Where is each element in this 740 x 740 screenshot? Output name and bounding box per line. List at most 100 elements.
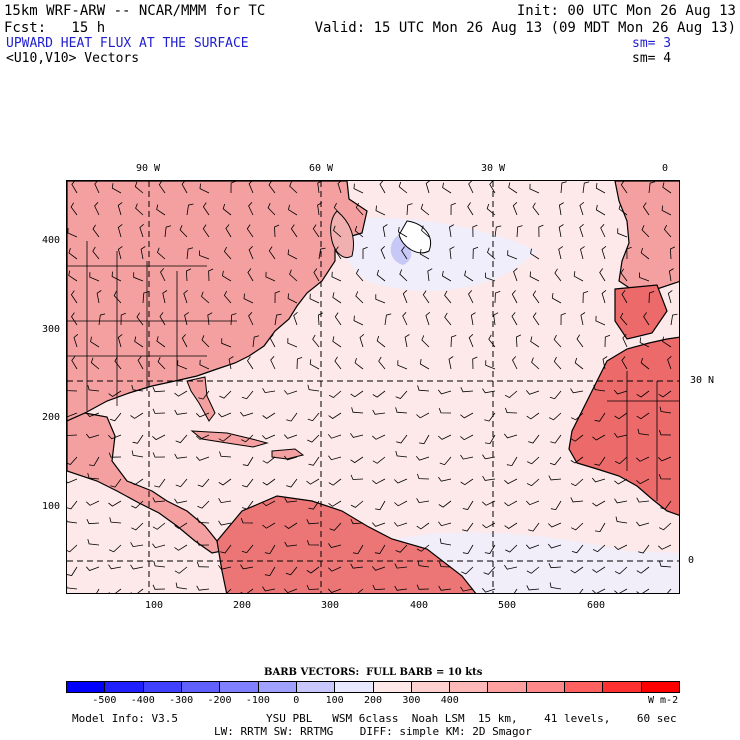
wind-barb (293, 311, 298, 326)
wind-barb (515, 334, 522, 348)
wind-barb (110, 478, 122, 488)
wind-barb (117, 246, 123, 260)
wind-barb (181, 334, 188, 348)
lat-label-eq: 0 (688, 555, 695, 566)
wind-barb (355, 202, 364, 216)
wind-barb (421, 225, 430, 238)
wind-barb (422, 290, 430, 304)
wind-barb (372, 584, 386, 591)
wind-barb (592, 566, 606, 573)
wind-barb (109, 544, 122, 553)
wind-barb (550, 500, 562, 511)
wind-barb (483, 566, 496, 575)
wind-barb (592, 500, 606, 507)
wind-barb (85, 412, 100, 417)
wind-barb (614, 456, 628, 465)
lon-label-0: 0 (662, 163, 669, 174)
wind-barb (241, 500, 254, 510)
wind-barb (462, 500, 474, 510)
wind-barb (241, 434, 254, 443)
wind-barb (131, 450, 144, 458)
wind-barb (398, 181, 408, 194)
wind-barb (622, 334, 628, 348)
iberia-land (614, 284, 668, 340)
wind-barb (160, 268, 166, 282)
wind-barb (531, 357, 540, 370)
wind-barb (109, 517, 122, 524)
wind-barb (574, 357, 584, 370)
wind-barb (416, 412, 430, 419)
wind-barb (134, 336, 144, 348)
wind-barb (131, 500, 144, 509)
x-tick-500: 500 (497, 600, 517, 611)
wind-barb (582, 181, 590, 194)
wind-barb (438, 521, 452, 527)
wind-barb (350, 500, 364, 508)
wind-barb (313, 268, 320, 282)
nova-scotia-land (330, 210, 354, 258)
wind-barb (512, 356, 518, 370)
wind-barb (401, 246, 408, 260)
wind-barb (576, 334, 584, 348)
wind-barb (417, 473, 430, 480)
wind-barb (242, 456, 254, 466)
newfoundland-land (398, 220, 431, 254)
wind-barb (350, 563, 364, 569)
wind-barb (307, 412, 320, 422)
wind-barb (332, 336, 342, 348)
wind-barb (333, 225, 342, 238)
colorbar-label: -200 (207, 695, 232, 706)
wind-barb (196, 540, 210, 546)
wind-barb (262, 500, 276, 507)
wind-barb (579, 201, 585, 216)
wind-barb (591, 477, 606, 483)
wind-barb (662, 336, 672, 348)
valid-time: Valid: 15 UTC Mon 26 Aug 13 (09 MDT Mon … (314, 20, 736, 36)
wind-barb (439, 561, 452, 568)
wind-barb (638, 544, 650, 554)
wind-barb (174, 566, 188, 574)
wind-barb (201, 335, 210, 348)
wind-barb (395, 407, 408, 414)
wind-barb (532, 290, 540, 304)
wind-barb (159, 312, 166, 326)
wind-barb (658, 390, 672, 398)
wind-barb (317, 202, 323, 216)
wind-barb (70, 290, 78, 304)
wind-barb (503, 433, 518, 439)
wind-barb (394, 500, 408, 507)
wind-barb (136, 312, 144, 326)
wind-barb (354, 357, 364, 370)
wind-barb (264, 566, 276, 577)
colorbar-box (258, 682, 297, 692)
wind-barb (444, 290, 452, 304)
wind-barb (108, 500, 122, 507)
wind-barb (199, 183, 210, 194)
wind-barb (659, 522, 672, 531)
wind-barb (350, 433, 364, 438)
colorbar (66, 681, 680, 693)
wind-barb (267, 203, 276, 216)
wind-barb (137, 356, 144, 370)
wind-barb (196, 585, 210, 591)
wind-barb (636, 566, 650, 574)
wind-barb (660, 500, 672, 510)
wind-barb (130, 588, 144, 593)
wind-barb (296, 357, 303, 370)
wind-barb (614, 566, 628, 575)
wind-barb (96, 290, 102, 304)
wind-barb (670, 313, 678, 326)
wind-barb (594, 456, 606, 466)
wind-barb (485, 360, 496, 370)
wind-barb (111, 271, 122, 282)
wind-barb (442, 182, 452, 194)
wind-barb (636, 588, 650, 593)
colorbar-box (565, 682, 604, 692)
wind-barb (527, 456, 540, 465)
wind-barb (362, 246, 368, 259)
colorbar-label: -300 (169, 695, 194, 706)
wind-barb (549, 582, 562, 590)
wind-barb (532, 202, 540, 216)
wind-barb (601, 289, 607, 304)
colorbar-box (373, 682, 412, 692)
